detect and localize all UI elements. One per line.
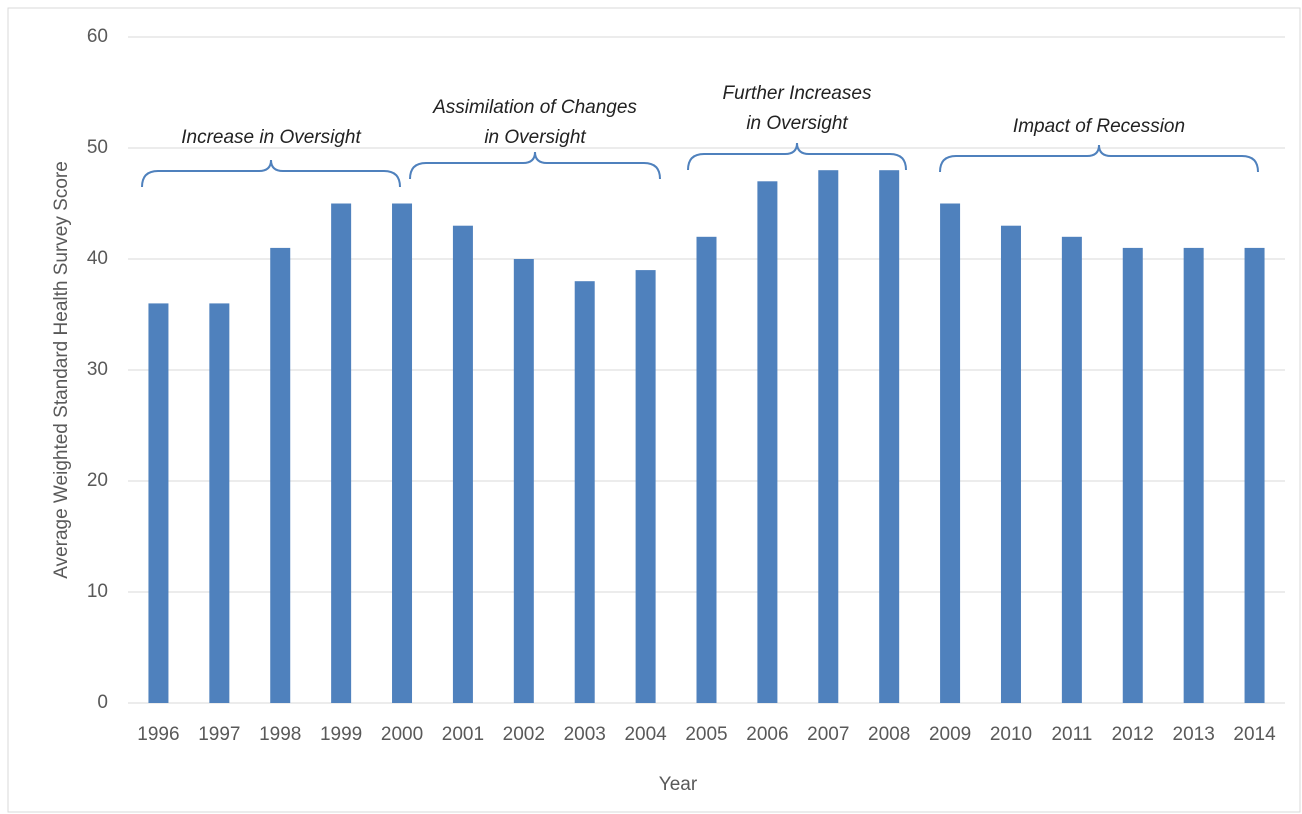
bar xyxy=(331,203,352,703)
y-tick-label: 40 xyxy=(87,248,108,269)
x-tick-label: 1999 xyxy=(320,724,362,745)
bar xyxy=(1061,236,1082,704)
x-tick-label: 2011 xyxy=(1051,724,1092,745)
bar xyxy=(148,303,169,703)
annotation: Further Increases xyxy=(723,83,872,104)
x-tick-label: 2004 xyxy=(624,724,667,745)
x-tick-label: 1998 xyxy=(259,724,301,745)
chart-frame xyxy=(7,7,1301,813)
bar xyxy=(392,203,413,703)
x-tick-label: 2009 xyxy=(929,724,971,745)
bar xyxy=(879,170,900,703)
annotation-brace xyxy=(939,144,1259,173)
x-tick-label: 2012 xyxy=(1112,724,1154,745)
x-tick-label: 2001 xyxy=(442,724,484,745)
bar xyxy=(209,303,230,703)
bar xyxy=(1122,247,1143,703)
x-tick-label: 2000 xyxy=(381,724,423,745)
bar xyxy=(1000,225,1021,703)
bar xyxy=(574,281,595,703)
y-tick-label: 30 xyxy=(87,359,108,380)
annotation: Increase in Oversight xyxy=(181,127,361,148)
bar xyxy=(270,247,291,703)
bar xyxy=(818,170,839,703)
bar xyxy=(1244,247,1265,703)
annotation-brace xyxy=(687,142,907,171)
bar xyxy=(635,270,656,703)
x-tick-label: 2003 xyxy=(564,724,606,745)
x-tick-label: 2013 xyxy=(1173,724,1215,745)
bar xyxy=(696,236,717,704)
annotation: Assimilation of Changes xyxy=(432,97,637,118)
x-tick-label: 1997 xyxy=(198,724,240,745)
bar xyxy=(513,259,534,703)
y-axis-label: Average Weighted Standard Health Survey … xyxy=(51,161,72,579)
bar xyxy=(452,225,473,703)
x-tick-label: 2002 xyxy=(503,724,545,745)
bar xyxy=(1183,247,1204,703)
x-axis-label: Year xyxy=(659,774,698,795)
y-tick-label: 50 xyxy=(87,137,108,158)
x-tick-label: 2006 xyxy=(746,724,788,745)
annotation: in Oversight xyxy=(484,127,586,148)
x-tick-label: 1996 xyxy=(137,724,179,745)
y-tick-label: 60 xyxy=(87,26,108,47)
y-tick-label: 20 xyxy=(87,470,108,491)
annotation-brace xyxy=(141,159,401,188)
x-tick-label: 2010 xyxy=(990,724,1032,745)
annotation: Impact of Recession xyxy=(1013,116,1185,137)
x-tick-label: 2008 xyxy=(868,724,910,745)
x-tick-label: 2005 xyxy=(685,724,727,745)
y-tick-label: 0 xyxy=(97,692,108,713)
y-tick-label: 10 xyxy=(87,581,108,602)
x-tick-label: 2014 xyxy=(1233,724,1276,745)
annotation: in Oversight xyxy=(746,113,848,134)
bar xyxy=(940,203,961,703)
annotation-brace xyxy=(409,151,661,180)
x-tick-label: 2007 xyxy=(807,724,849,745)
bar xyxy=(757,181,778,704)
